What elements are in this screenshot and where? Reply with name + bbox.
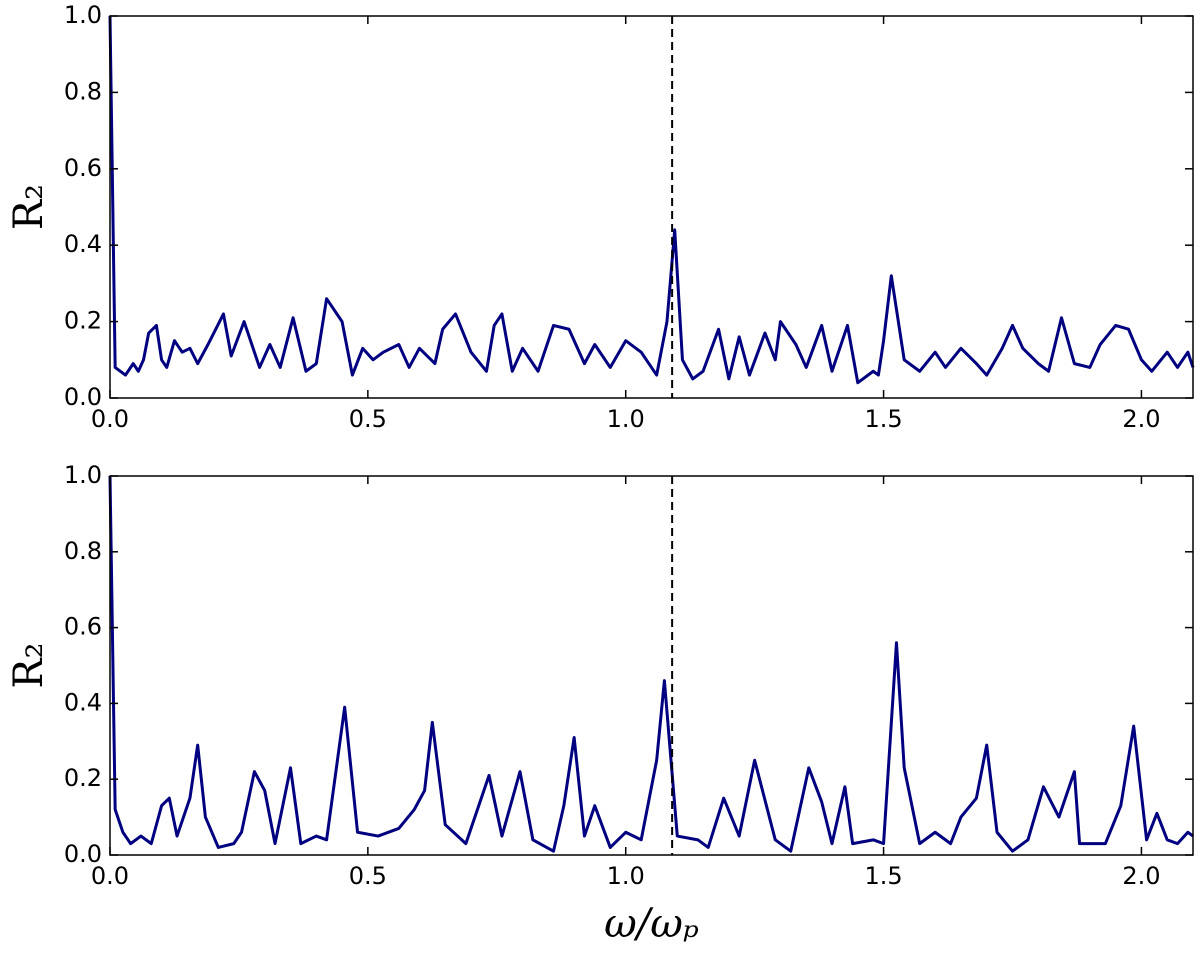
x-tick-label: 0.0 [91,405,129,433]
x-axis-label: ω/ωₚ [604,901,699,947]
x-tick-label: 0.5 [349,405,387,433]
x-tick-label: 1.5 [864,862,902,890]
x-tick-label: 0.5 [349,862,387,890]
y-tick-label: 0.6 [64,154,102,182]
y-tick-label: 0.0 [64,383,102,411]
axes-frame [109,15,1194,399]
x-tick-label: 2.0 [1122,862,1160,890]
y-tick-label: 0.2 [64,764,102,792]
y-tick-label: 0.4 [64,688,102,716]
x-tick-label: 1.0 [607,405,645,433]
y-tick-label: 0.8 [64,537,102,565]
y-tick-label: 0.2 [64,307,102,335]
y-axis-label: R₂ [6,184,52,230]
y-tick-label: 0.8 [64,77,102,105]
axes-frame [109,475,1194,856]
data-line [108,15,1195,385]
y-tick-label: 0.4 [64,230,102,258]
y-axis-label: R₂ [6,642,52,688]
x-tick-label: 1.0 [607,862,645,890]
y-tick-label: 0.6 [64,613,102,641]
x-tick-label: 0.0 [91,862,129,890]
y-tick-label: 1.0 [64,461,102,489]
x-tick-label: 1.5 [864,405,902,433]
y-tick-label: 1.0 [64,1,102,29]
data-line [108,475,1194,853]
y-tick-label: 0.0 [64,840,102,868]
x-tick-label: 2.0 [1122,405,1160,433]
